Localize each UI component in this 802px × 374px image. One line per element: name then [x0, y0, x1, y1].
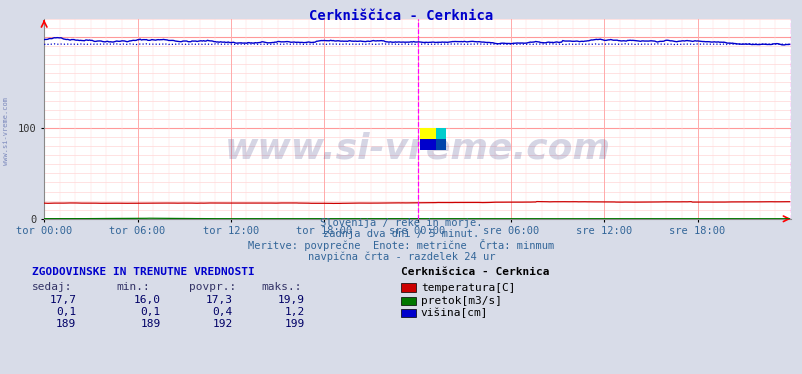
Bar [435, 139, 446, 150]
Text: 189: 189 [140, 319, 160, 329]
Text: 16,0: 16,0 [133, 295, 160, 305]
Text: 19,9: 19,9 [277, 295, 305, 305]
Text: 0,4: 0,4 [213, 307, 233, 317]
Text: sedaj:: sedaj: [32, 282, 72, 292]
Bar [419, 139, 435, 150]
Text: 17,3: 17,3 [205, 295, 233, 305]
Text: pretok[m3/s]: pretok[m3/s] [420, 296, 501, 306]
Bar [435, 128, 446, 139]
Text: 1,2: 1,2 [285, 307, 305, 317]
Text: Slovenija / reke in morje.: Slovenija / reke in morje. [320, 218, 482, 228]
Text: povpr.:: povpr.: [188, 282, 236, 292]
Text: www.si-vreme.com: www.si-vreme.com [3, 97, 10, 165]
Text: 192: 192 [213, 319, 233, 329]
Text: maks.:: maks.: [261, 282, 301, 292]
Text: Cerknišcica - Cerknica: Cerknišcica - Cerknica [401, 267, 549, 277]
Text: 0,1: 0,1 [56, 307, 76, 317]
Text: zadnja dva dni / 5 minut.: zadnja dva dni / 5 minut. [323, 230, 479, 239]
Text: Cerkniščica - Cerknica: Cerkniščica - Cerknica [309, 9, 493, 23]
Text: Meritve: povprečne  Enote: metrične  Črta: minmum: Meritve: povprečne Enote: metrične Črta:… [248, 239, 554, 251]
Text: 189: 189 [56, 319, 76, 329]
Text: ZGODOVINSKE IN TRENUTNE VREDNOSTI: ZGODOVINSKE IN TRENUTNE VREDNOSTI [32, 267, 254, 277]
Bar [419, 128, 435, 139]
Text: 199: 199 [285, 319, 305, 329]
Text: navpična črta - razdelek 24 ur: navpična črta - razdelek 24 ur [307, 251, 495, 262]
Text: višina[cm]: višina[cm] [420, 307, 488, 318]
Text: 0,1: 0,1 [140, 307, 160, 317]
Text: temperatura[C]: temperatura[C] [420, 283, 515, 292]
Text: min.:: min.: [116, 282, 150, 292]
Text: www.si-vreme.com: www.si-vreme.com [225, 132, 610, 166]
Text: 17,7: 17,7 [49, 295, 76, 305]
